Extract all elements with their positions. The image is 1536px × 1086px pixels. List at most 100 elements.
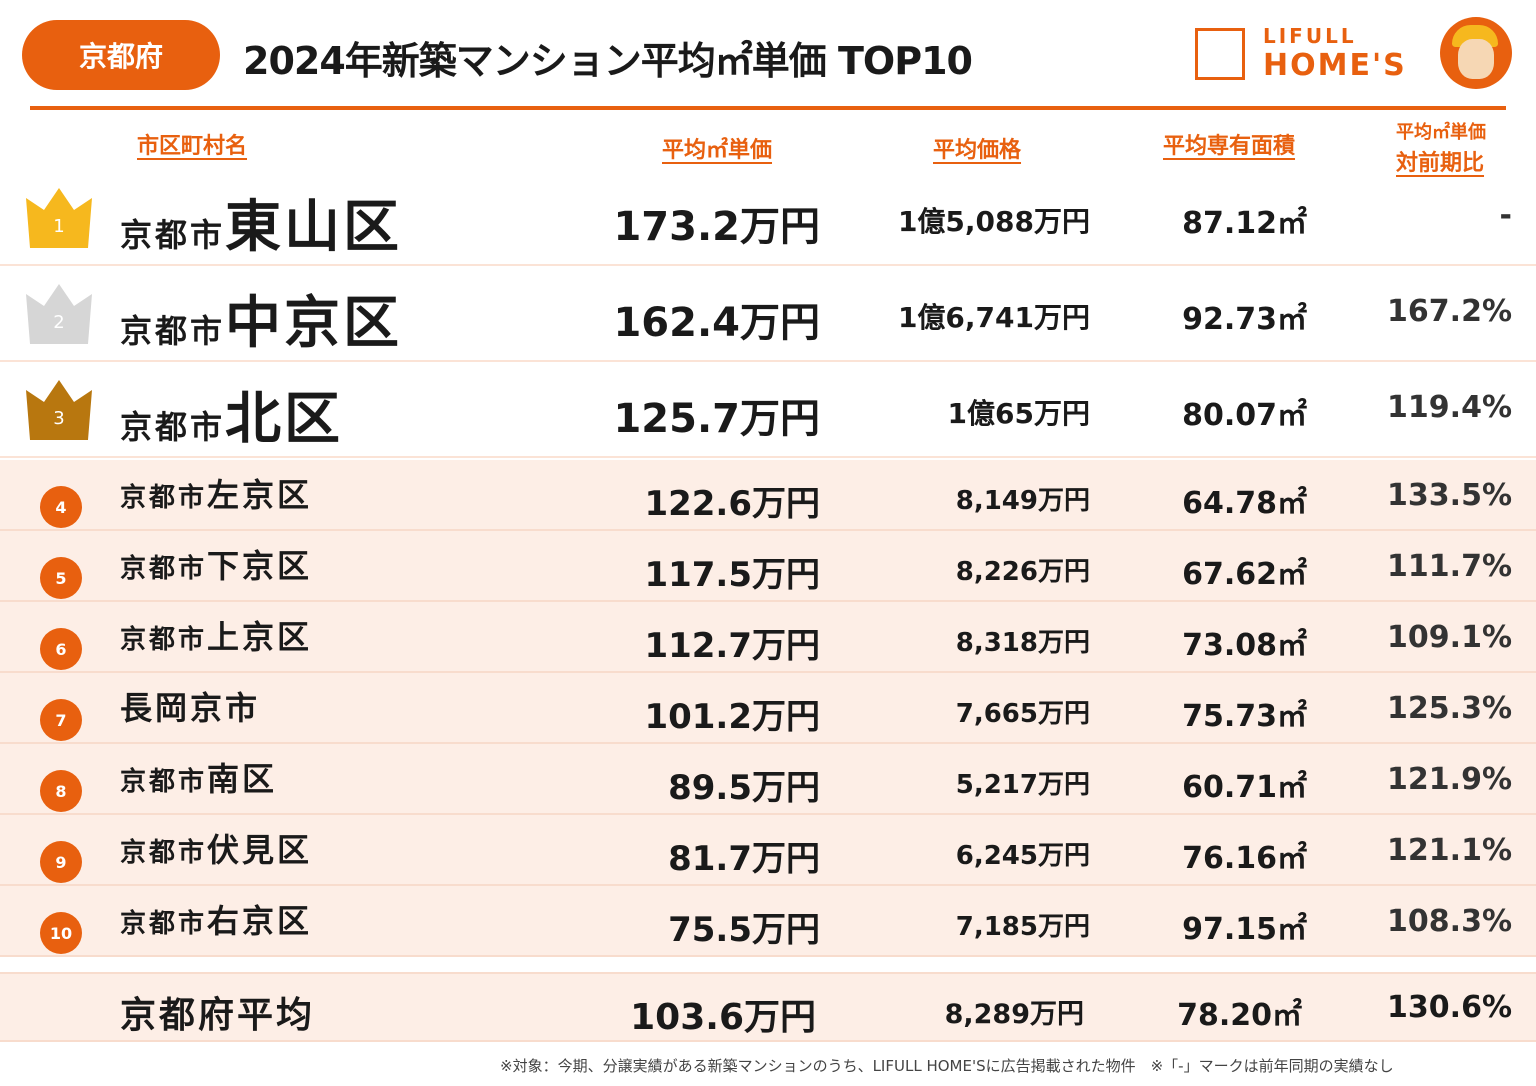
rank-badge: 9 — [40, 841, 82, 883]
page-title: 2024年新築マンション平均㎡単価 TOP10 — [243, 39, 973, 83]
table-row: 長岡京市 101.2万円 7,665万円 75.73㎡ 125.3% — [0, 673, 1536, 744]
ratio: 121.9% — [1387, 762, 1512, 797]
area: 76.16㎡ — [1182, 841, 1307, 876]
city-prefix: 京都市 — [120, 625, 208, 655]
table-row: 京都市上京区 112.7万円 8,318万円 73.08㎡ 109.1% — [0, 602, 1536, 673]
rank-badge: 10 — [40, 912, 82, 954]
table-row: 京都市東山区 173.2万円 1億5,088万円 87.12㎡ - — [0, 170, 1536, 266]
area-name: 京都市右京区 — [120, 896, 312, 942]
ratio: 108.3% — [1387, 904, 1512, 939]
table-row: 京都市南区 89.5万円 5,217万円 60.71㎡ 121.9% — [0, 744, 1536, 815]
unit-price: 89.5万円 — [668, 768, 820, 808]
ratio: 167.2% — [1387, 294, 1512, 329]
col-header-area: 平均専有面積 — [1163, 134, 1296, 159]
area: 73.08㎡ — [1182, 628, 1307, 663]
city-prefix: 京都市 — [120, 909, 208, 939]
ward-name: 左京区 — [207, 476, 313, 514]
ratio: 125.3% — [1387, 691, 1512, 726]
price: 1億5,088万円 — [897, 205, 1090, 238]
ward-name: 下京区 — [207, 547, 313, 585]
ratio: 121.1% — [1387, 833, 1512, 868]
table-row: 京都市伏見区 81.7万円 6,245万円 76.16㎡ 121.1% — [0, 815, 1536, 886]
unit-price: 125.7万円 — [613, 396, 820, 442]
average-name: 京都府平均 — [120, 995, 316, 1036]
area: 60.71㎡ — [1182, 770, 1307, 805]
unit-price: 173.2万円 — [613, 204, 820, 250]
average-ratio: 130.6% — [1387, 990, 1512, 1025]
city-prefix: 京都市 — [120, 554, 208, 584]
unit-price: 122.6万円 — [644, 484, 820, 524]
ward-name: 中京区 — [225, 291, 403, 356]
crown-icon: 1 — [24, 188, 94, 248]
ratio: 111.7% — [1387, 549, 1512, 584]
area-name: 長岡京市 — [120, 683, 260, 729]
logo-line2: HOME'S — [1263, 48, 1407, 83]
mascot-icon — [1440, 17, 1512, 89]
area-name: 京都市下京区 — [120, 541, 312, 587]
city-prefix: 京都市 — [120, 838, 208, 868]
price: 5,217万円 — [955, 770, 1090, 800]
ratio: 133.5% — [1387, 478, 1512, 513]
table-row: 京都市左京区 122.6万円 8,149万円 64.78㎡ 133.5% — [0, 460, 1536, 531]
average-row: 京都府平均 103.6万円 8,289万円 78.20㎡ 130.6% — [0, 972, 1536, 1042]
col-header-ratio-line1: 平均㎡単価 — [1396, 122, 1486, 143]
ward-name: 長岡京市 — [120, 689, 261, 727]
unit-price: 117.5万円 — [644, 555, 820, 595]
ratio: 109.1% — [1387, 620, 1512, 655]
city-prefix: 京都市 — [120, 312, 226, 350]
area: 67.62㎡ — [1182, 557, 1307, 592]
area: 80.07㎡ — [1182, 398, 1307, 433]
average-area: 78.20㎡ — [1177, 998, 1302, 1033]
ratio: 119.4% — [1387, 390, 1512, 425]
area: 75.73㎡ — [1182, 699, 1307, 734]
rank-badge: 5 — [40, 557, 82, 599]
col-header-unit-price: 平均㎡単価 — [662, 138, 773, 163]
svg-text:1: 1 — [53, 216, 64, 237]
unit-price: 75.5万円 — [668, 910, 820, 950]
ward-name: 伏見区 — [207, 831, 313, 869]
price: 8,149万円 — [955, 486, 1090, 516]
col-header-name: 市区町村名 — [137, 134, 248, 159]
price: 1億6,741万円 — [897, 301, 1090, 334]
area-name: 京都市北区 — [120, 374, 343, 455]
price: 8,226万円 — [955, 557, 1090, 587]
unit-price: 101.2万円 — [644, 697, 820, 737]
price: 1億65万円 — [947, 397, 1090, 430]
table-row: 京都市北区 125.7万円 1億65万円 80.07㎡ 119.4% — [0, 362, 1536, 458]
city-prefix: 京都市 — [120, 483, 208, 513]
price: 7,185万円 — [955, 912, 1090, 942]
area: 97.15㎡ — [1182, 912, 1307, 947]
average-unit-price: 103.6万円 — [630, 997, 816, 1038]
rank-badge: 8 — [40, 770, 82, 812]
unit-price: 81.7万円 — [668, 839, 820, 879]
price: 6,245万円 — [955, 841, 1090, 871]
average-price: 8,289万円 — [944, 999, 1084, 1030]
area-name: 京都市左京区 — [120, 470, 312, 516]
crown-icon: 3 — [24, 380, 94, 440]
prefecture-badge: 京都府 — [22, 20, 220, 90]
ward-name: 北区 — [225, 387, 344, 452]
rank-badge: 6 — [40, 628, 82, 670]
divider — [30, 106, 1506, 110]
col-header-ratio-line2: 対前期比 — [1396, 151, 1485, 176]
footnote: ※対象：今期、分譲実績がある新築マンションのうち、LIFULL HOME'Sに広… — [500, 1057, 1394, 1075]
logo-line1: LIFULL — [1263, 24, 1357, 48]
ward-name: 東山区 — [225, 195, 403, 260]
city-prefix: 京都市 — [120, 408, 226, 446]
price: 8,318万円 — [955, 628, 1090, 658]
col-header-price: 平均価格 — [933, 138, 1022, 163]
unit-price: 112.7万円 — [644, 626, 820, 666]
ratio: - — [1499, 198, 1512, 233]
area-name: 京都市伏見区 — [120, 825, 312, 871]
ward-name: 上京区 — [207, 618, 313, 656]
unit-price: 162.4万円 — [613, 300, 820, 346]
area: 64.78㎡ — [1182, 486, 1307, 521]
city-prefix: 京都市 — [120, 767, 208, 797]
rank-badge: 7 — [40, 699, 82, 741]
rank-badge: 4 — [40, 486, 82, 528]
svg-text:2: 2 — [53, 312, 64, 333]
crown-icon: 2 — [24, 284, 94, 344]
ward-name: 右京区 — [207, 902, 313, 940]
area: 87.12㎡ — [1182, 206, 1307, 241]
table-row: 京都市下京区 117.5万円 8,226万円 67.62㎡ 111.7% — [0, 531, 1536, 602]
